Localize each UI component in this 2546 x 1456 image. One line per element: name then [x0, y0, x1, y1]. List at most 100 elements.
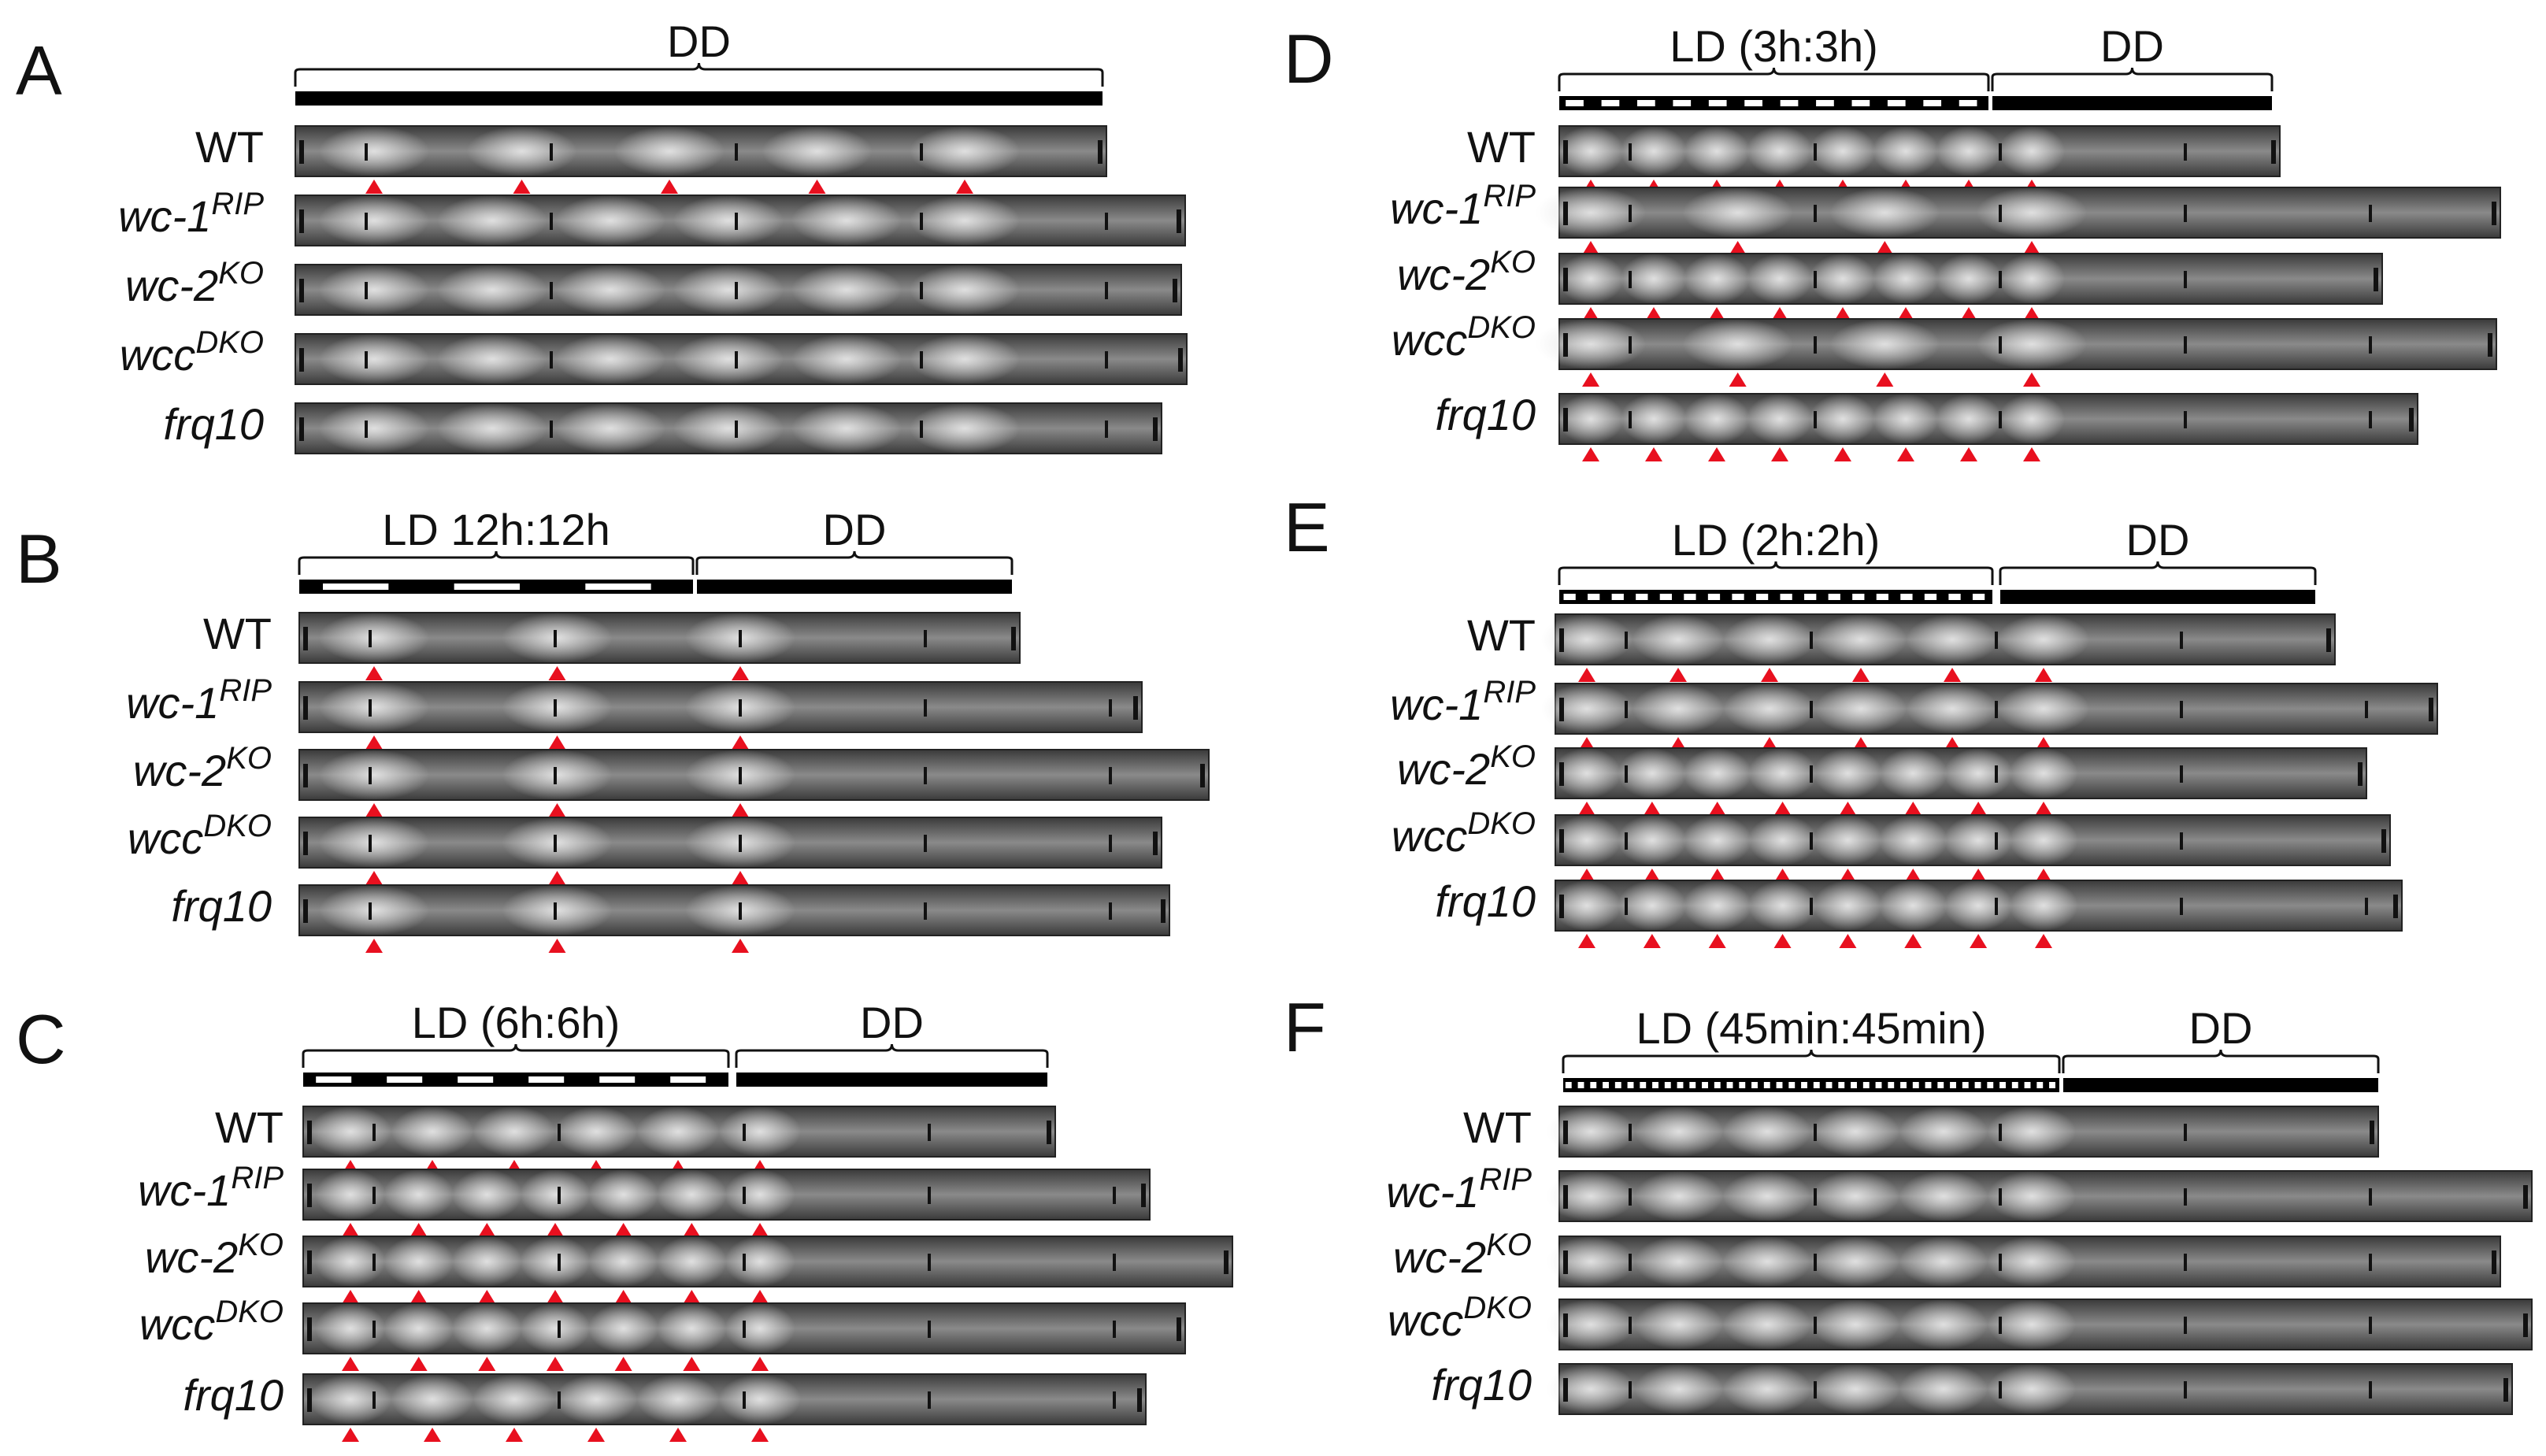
- conidial-band: [1873, 394, 1939, 444]
- race-tube-wcc: wccDKO: [128, 809, 1162, 885]
- strain-label: wc-2KO: [133, 741, 272, 795]
- band-arrowhead: [732, 871, 749, 885]
- panel-b: B LD 12h:12h DD WT wc-1RIP wc-2KO wccDKO frq10: [16, 505, 1210, 953]
- light-segment: [1876, 594, 1888, 600]
- conidial-band: [1683, 880, 1752, 931]
- light-segment: [1987, 1082, 1994, 1088]
- condition-bracket: [298, 550, 695, 575]
- dark-bar: [2000, 590, 2315, 604]
- conidial-band: [1558, 254, 1624, 304]
- conidial-band: [1998, 684, 2089, 734]
- conidial-band: [1998, 614, 2089, 665]
- strain-label: frq10: [183, 1370, 284, 1420]
- band-arrowhead: [1839, 869, 1857, 883]
- panel-e: E LD (2h:2h) DD WT wc-1RIP wc-2KO wccDKO frq10: [1284, 488, 2438, 948]
- conidial-band: [791, 195, 902, 246]
- conidial-band: [1682, 187, 1793, 238]
- conidial-band: [1988, 1364, 2076, 1414]
- conidial-band: [1747, 254, 1813, 304]
- condition-label: LD (45min:45min): [1636, 1003, 1986, 1053]
- band-arrowhead: [2035, 869, 2052, 883]
- strain-label: WT: [1467, 122, 1536, 172]
- light-segment: [1999, 1082, 2006, 1088]
- panel-letter: D: [1284, 20, 1334, 98]
- panel-letter: A: [16, 31, 62, 109]
- band-arrowhead: [808, 180, 826, 194]
- conidial-band: [1724, 684, 1815, 734]
- band-arrowhead: [1904, 934, 1922, 948]
- light-segment: [1801, 1082, 1807, 1088]
- conidial-band: [319, 817, 429, 868]
- race-tube-wc-1: wc-1RIP: [1386, 1162, 2533, 1222]
- conidial-band: [762, 126, 873, 176]
- light-segment: [316, 1076, 352, 1083]
- strain-superscript: KO: [238, 1228, 284, 1262]
- conidial-band: [1878, 748, 1947, 798]
- strain-superscript: RIP: [1479, 1162, 1532, 1197]
- strain-label: WT: [195, 122, 264, 172]
- light-segment: [1925, 1082, 1932, 1088]
- conidial-band: [588, 1236, 659, 1287]
- light-segment: [1900, 1082, 1907, 1088]
- strain-superscript: DKO: [1463, 1291, 1532, 1325]
- band-arrowhead: [732, 735, 749, 750]
- light-segment: [1851, 100, 1870, 106]
- conidial-band: [1748, 815, 1818, 865]
- conidial-band: [437, 265, 547, 315]
- condition-label: DD: [2189, 1003, 2253, 1053]
- strain-superscript: DKO: [215, 1295, 284, 1329]
- light-segment: [1708, 100, 1727, 106]
- light-segment: [1851, 1082, 1857, 1088]
- race-tube-frq10: frq10: [171, 881, 1170, 953]
- band-arrowhead: [1578, 934, 1595, 948]
- strain-superscript: DKO: [195, 325, 264, 360]
- light-segment: [2011, 1082, 2018, 1088]
- strain-label: wccDKO: [1392, 806, 1536, 861]
- light-segment: [1862, 1082, 1870, 1088]
- band-arrowhead: [342, 1290, 359, 1304]
- band-arrowhead: [1839, 802, 1857, 816]
- band-arrowhead: [342, 1357, 359, 1371]
- band-arrowhead: [956, 180, 973, 194]
- light-segment: [458, 1076, 494, 1083]
- conidial-band: [656, 1169, 727, 1220]
- conidial-band: [1988, 1299, 2076, 1350]
- conidial-band: [1541, 614, 1632, 665]
- light-segment: [1739, 1082, 1746, 1088]
- conidial-band: [1724, 614, 1815, 665]
- band-arrowhead: [1582, 241, 1599, 255]
- race-tube-wc-1: wc-1RIP: [1390, 179, 2501, 255]
- strain-label: frq10: [1435, 390, 1536, 439]
- race-tube-wc-2: wc-2KO: [133, 741, 1210, 817]
- panel-letter: F: [1284, 988, 1326, 1066]
- conidial-band: [1988, 1171, 2076, 1221]
- condition-bracket: [1562, 1049, 2061, 1073]
- conidial-band: [1810, 394, 1876, 444]
- light-segment: [2036, 1082, 2044, 1088]
- band-arrowhead: [1771, 307, 1788, 321]
- light-segment: [1659, 594, 1672, 600]
- band-arrowhead: [732, 939, 749, 953]
- conidial-band: [1899, 1236, 1988, 1287]
- light-segment: [1923, 100, 1942, 106]
- band-arrowhead: [683, 1223, 701, 1237]
- band-arrowhead: [365, 666, 383, 680]
- band-arrowhead: [683, 1290, 701, 1304]
- band-arrowhead: [2035, 934, 2052, 948]
- race-tube-wt: WT: [195, 122, 1107, 194]
- conidial-band: [319, 403, 429, 454]
- conidial-band: [1999, 254, 2065, 304]
- race-tube-wcc: wccDKO: [1392, 806, 2391, 883]
- conidial-band: [614, 126, 725, 176]
- conidial-band: [2009, 880, 2078, 931]
- light-segment: [1702, 1082, 1708, 1088]
- condition-bracket: [1999, 561, 2317, 585]
- conidial-band: [1944, 748, 2013, 798]
- band-arrowhead: [1578, 869, 1595, 883]
- light-segment: [1780, 100, 1799, 106]
- conidial-band: [466, 126, 577, 176]
- band-arrowhead: [751, 1290, 769, 1304]
- band-arrowhead: [2023, 447, 2040, 461]
- race-tube-wt: WT: [1467, 122, 2281, 194]
- strain-label: wc-2KO: [125, 256, 264, 310]
